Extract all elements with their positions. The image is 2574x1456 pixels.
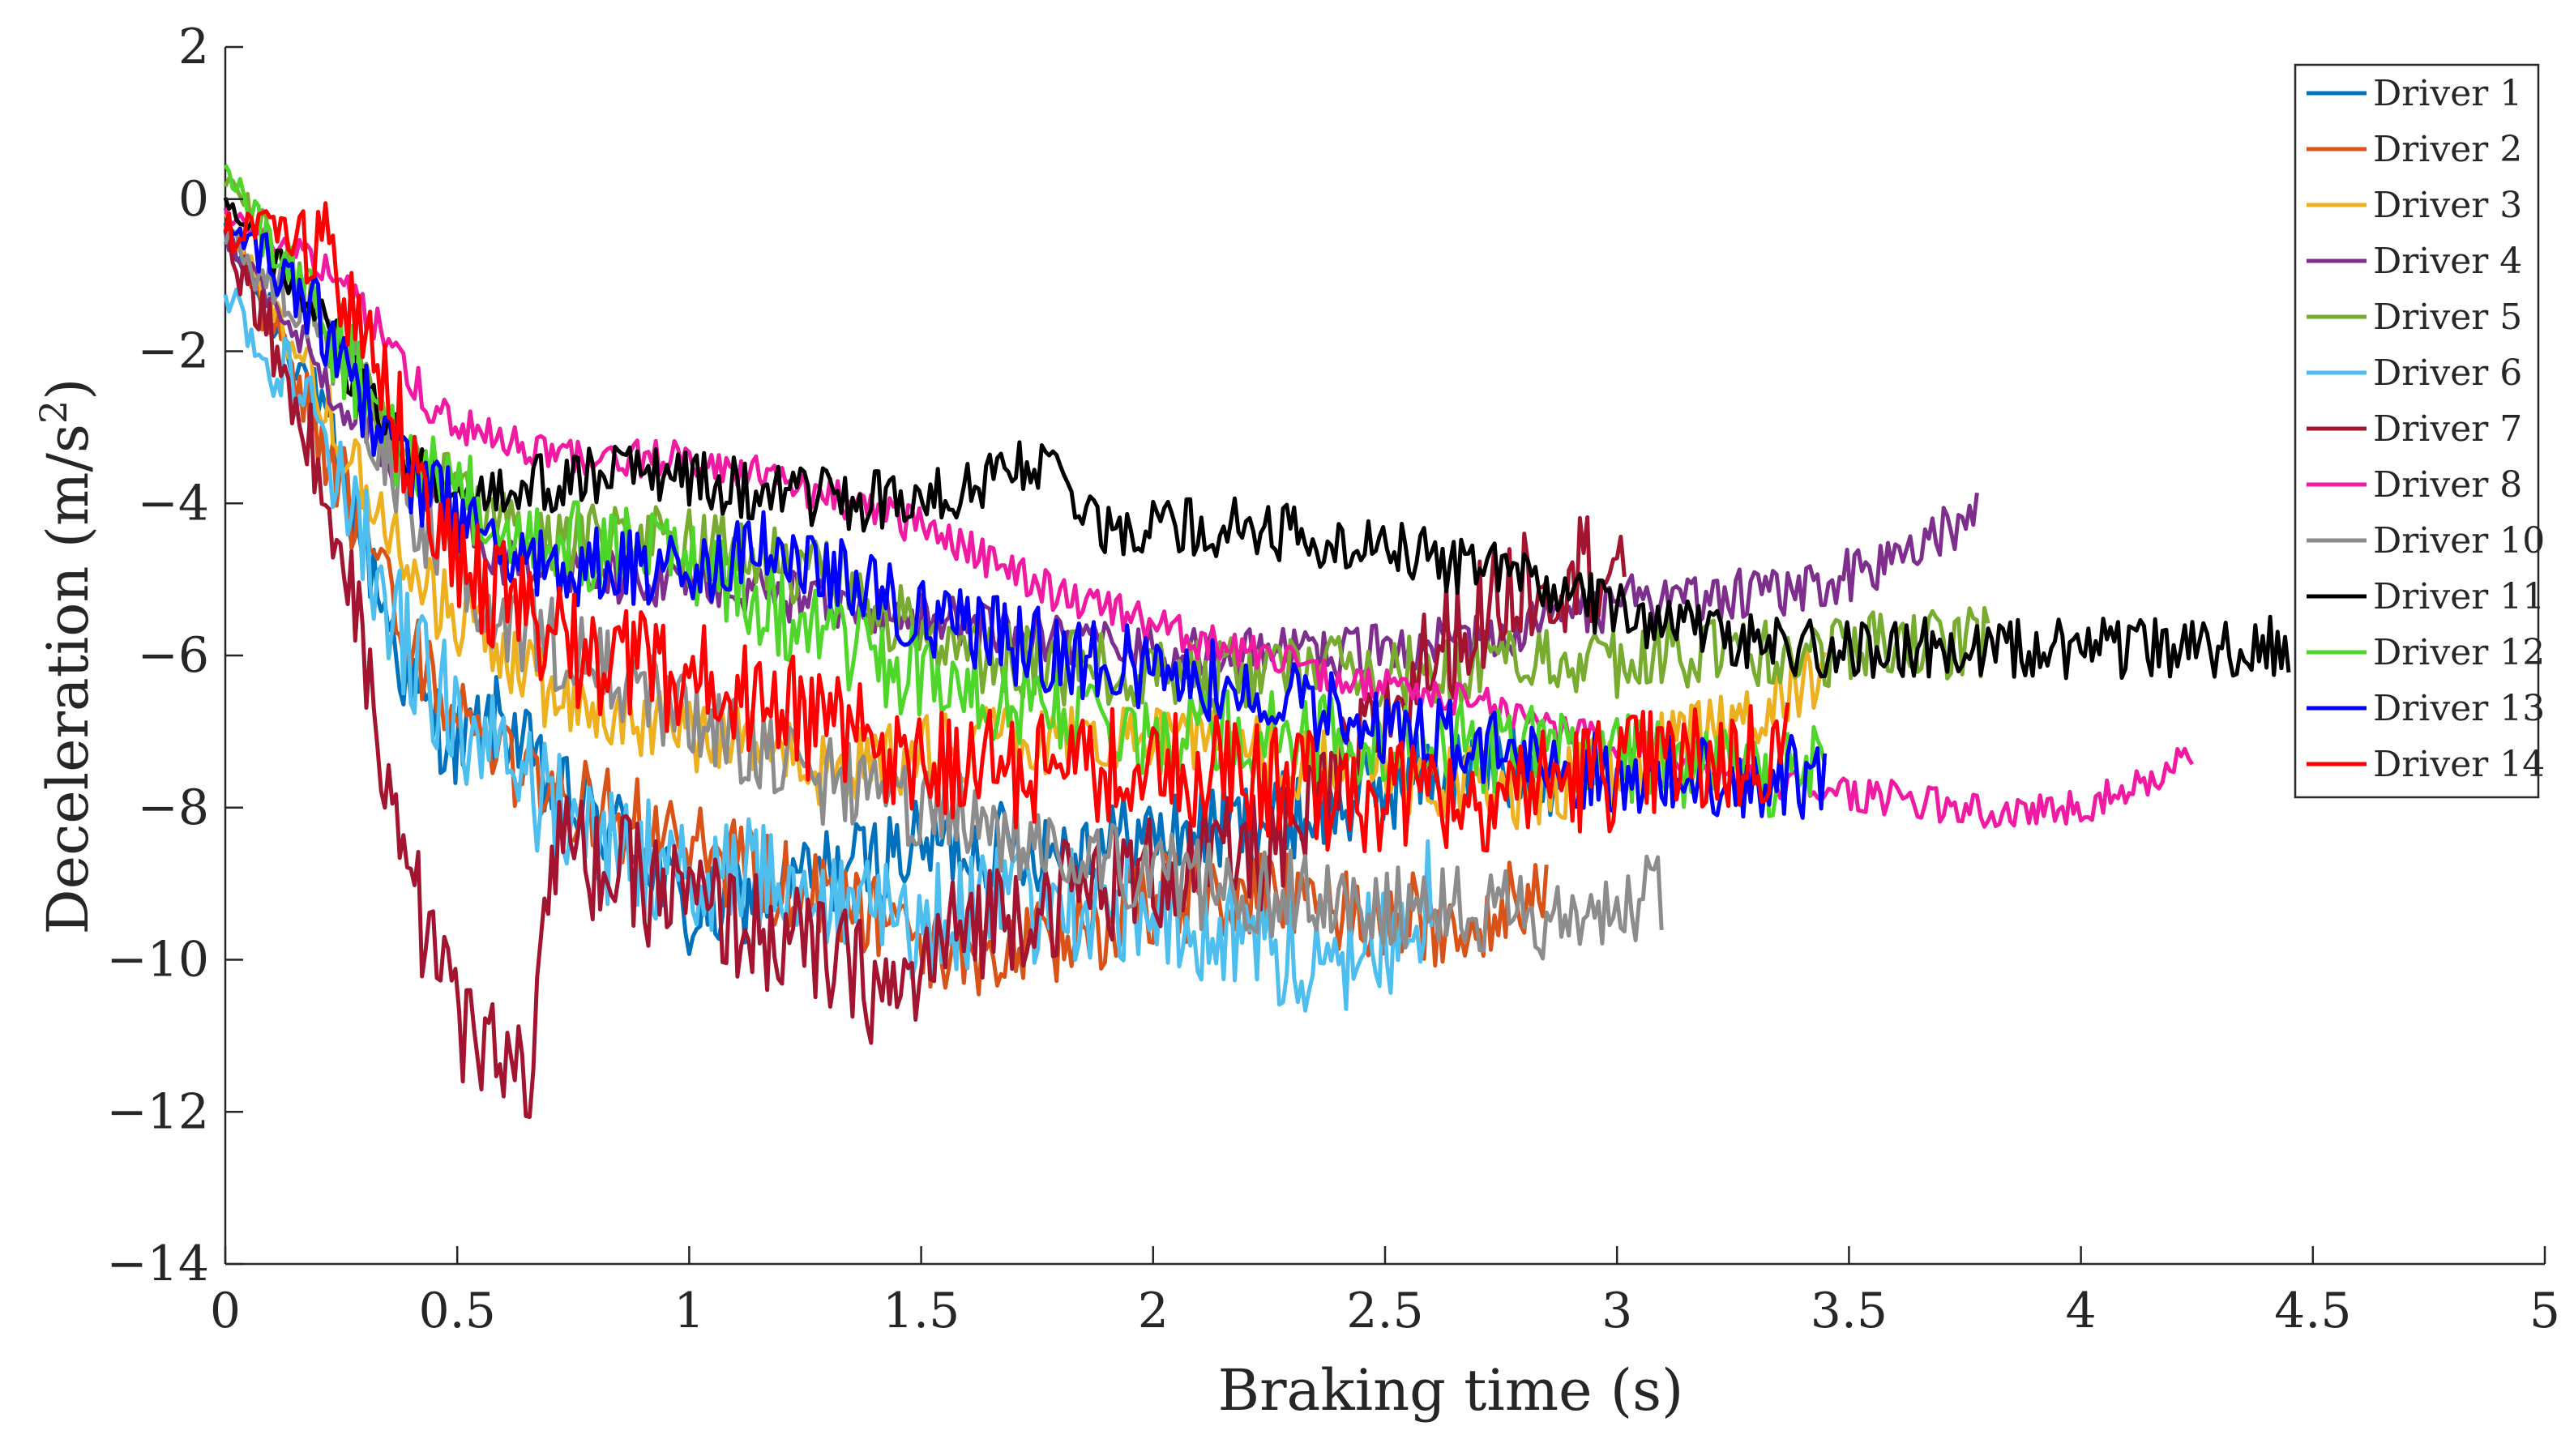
y-axis-label-tail: ) <box>35 378 101 400</box>
x-tick-label: 0 <box>210 1283 241 1339</box>
series-line-driver-14 <box>223 201 1790 854</box>
y-axis-label-sup: 2 <box>32 400 75 424</box>
legend-label: Driver 2 <box>2373 129 2522 170</box>
y-tick-label: −2 <box>138 323 209 380</box>
y-tick-label: 0 <box>178 171 209 228</box>
legend-label: Driver 3 <box>2373 185 2522 226</box>
x-tick-label: 0.5 <box>418 1283 495 1339</box>
y-tick-label: −12 <box>106 1083 209 1140</box>
y-axis-label: Deceleration (m/s2) <box>32 378 101 935</box>
legend-label: Driver 11 <box>2373 576 2545 617</box>
y-tick-label: −4 <box>138 475 209 532</box>
x-tick-label: 1.5 <box>883 1283 960 1339</box>
legend-label: Driver 5 <box>2373 297 2522 338</box>
legend-items: Driver 1 Driver 2 Driver 3 Driver 4 Driver 5… <box>2307 73 2545 785</box>
y-axis-label-main: Deceleration (m/s <box>35 424 101 934</box>
x-tick-label: 2 <box>1138 1283 1169 1339</box>
y-axis-ticks: 2 0 −2 −4 −6 −8 −10 −12 −14 <box>106 19 243 1292</box>
legend-label: Driver 6 <box>2373 352 2522 394</box>
x-axis-ticks: 0 0.5 1 1.5 2 2.5 3 3.5 4 4.5 5 <box>210 1246 2560 1339</box>
y-tick-label: −14 <box>106 1236 209 1292</box>
series-line-driver-3 <box>223 212 1828 830</box>
series-line-driver-12 <box>223 164 1828 818</box>
legend: Driver 1 Driver 2 Driver 3 Driver 4 Driver 5… <box>2294 63 2545 799</box>
series-layer <box>223 164 2291 1119</box>
x-tick-label: 5 <box>2529 1283 2560 1339</box>
y-tick-label: 2 <box>178 19 209 75</box>
x-tick-label: 3.5 <box>1811 1283 1888 1339</box>
legend-label: Driver 4 <box>2373 241 2522 282</box>
x-tick-label: 1 <box>673 1283 704 1339</box>
legend-label: Driver 12 <box>2373 632 2545 673</box>
y-tick-label: −6 <box>138 627 209 684</box>
legend-label: Driver 1 <box>2373 73 2522 114</box>
legend-label: Driver 10 <box>2373 520 2545 561</box>
x-tick-label: 4.5 <box>2274 1283 2351 1339</box>
legend-box <box>2294 63 2540 799</box>
series-line-driver-8 <box>223 207 2195 829</box>
x-tick-label: 2.5 <box>1346 1283 1423 1339</box>
y-tick-label: −10 <box>106 932 209 988</box>
series-line-driver-11 <box>223 197 2291 681</box>
legend-label: Driver 14 <box>2373 744 2545 785</box>
x-axis-label: Braking time (s) <box>1218 1357 1684 1424</box>
y-tick-label: −8 <box>138 779 209 836</box>
legend-label: Driver 8 <box>2373 464 2522 506</box>
x-tick-label: 3 <box>1601 1283 1632 1339</box>
x-tick-label: 4 <box>2066 1283 2097 1339</box>
legend-label: Driver 7 <box>2373 408 2522 450</box>
legend-label: Driver 13 <box>2373 688 2545 729</box>
